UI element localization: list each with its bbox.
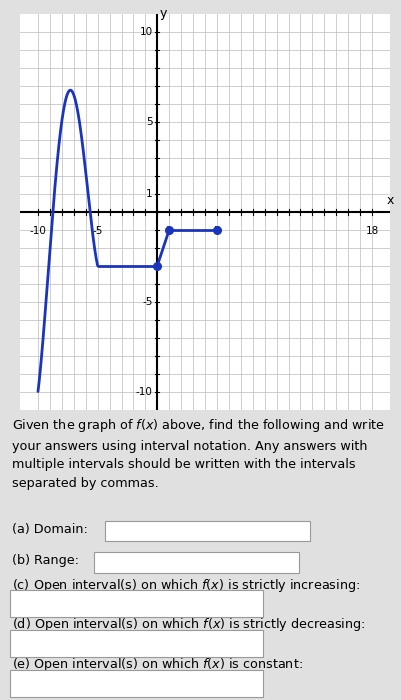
Text: -5: -5 <box>142 297 152 307</box>
Text: 1: 1 <box>146 189 152 199</box>
Text: (a) Domain:: (a) Domain: <box>12 523 88 536</box>
Text: y: y <box>159 8 166 20</box>
Text: 18: 18 <box>365 226 378 236</box>
FancyBboxPatch shape <box>10 630 263 657</box>
Text: 10: 10 <box>139 27 152 37</box>
Text: (e) Open interval(s) on which $f(x)$ is constant:: (e) Open interval(s) on which $f(x)$ is … <box>12 657 302 673</box>
Text: Given the graph of $f(x)$ above, find the following and write
your answers using: Given the graph of $f(x)$ above, find th… <box>12 417 384 490</box>
Text: (c) Open interval(s) on which $f(x)$ is strictly increasing:: (c) Open interval(s) on which $f(x)$ is … <box>12 577 359 594</box>
Text: -5: -5 <box>92 226 103 236</box>
FancyBboxPatch shape <box>10 670 263 697</box>
Text: 5: 5 <box>213 226 220 236</box>
Text: 1: 1 <box>166 226 172 236</box>
FancyBboxPatch shape <box>104 521 309 541</box>
Text: -10: -10 <box>30 226 47 236</box>
Text: -10: -10 <box>135 386 152 396</box>
FancyBboxPatch shape <box>94 552 299 573</box>
FancyBboxPatch shape <box>10 589 263 617</box>
Text: x: x <box>385 195 393 207</box>
Text: 5: 5 <box>146 117 152 127</box>
Text: (d) Open interval(s) on which $f(x)$ is strictly decreasing:: (d) Open interval(s) on which $f(x)$ is … <box>12 616 365 634</box>
Text: (b) Range:: (b) Range: <box>12 554 79 567</box>
